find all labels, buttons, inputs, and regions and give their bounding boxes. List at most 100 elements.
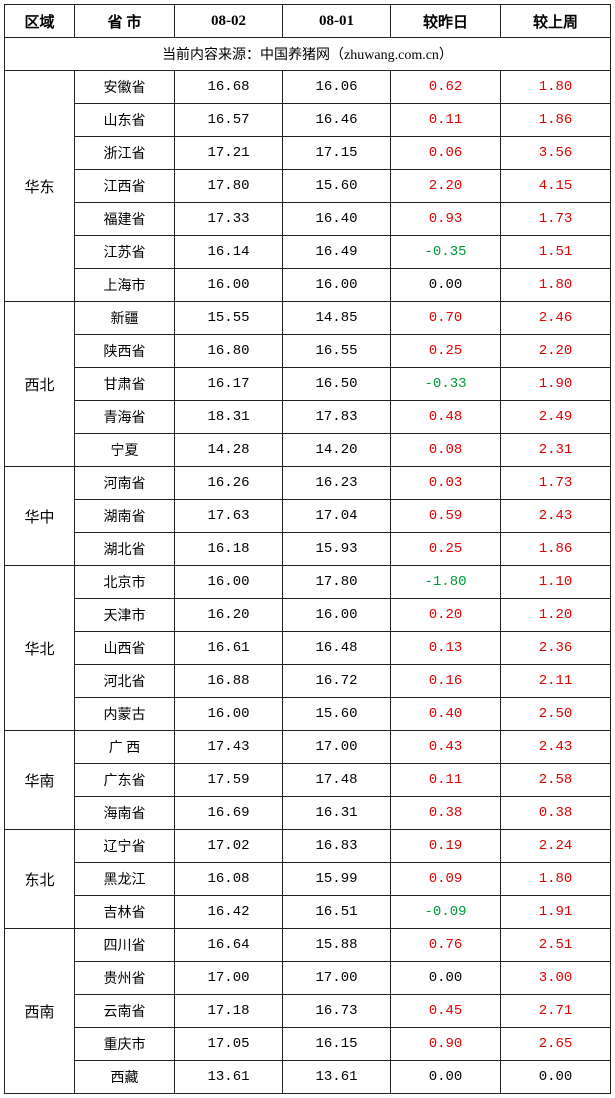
table-row: 山西省16.6116.480.132.36	[5, 632, 611, 665]
value-date1: 18.31	[175, 401, 283, 434]
diff-day-cell: 0.03	[391, 467, 501, 500]
table-row: 华东安徽省16.6816.060.621.80	[5, 71, 611, 104]
header-row: 区域 省 市 08-02 08-01 较昨日 较上周	[5, 5, 611, 38]
diff-day-cell: 0.45	[391, 995, 501, 1028]
province-cell: 宁夏	[75, 434, 175, 467]
table-row: 华中河南省16.2616.230.031.73	[5, 467, 611, 500]
value-date2: 15.88	[283, 929, 391, 962]
value-date1: 13.61	[175, 1061, 283, 1094]
diff-day-cell: 0.11	[391, 764, 501, 797]
table-row: 湖北省16.1815.930.251.86	[5, 533, 611, 566]
diff-day-cell: 0.19	[391, 830, 501, 863]
diff-day-cell: 0.20	[391, 599, 501, 632]
table-row: 甘肃省16.1716.50-0.331.90	[5, 368, 611, 401]
diff-week-cell: 2.36	[501, 632, 611, 665]
region-cell: 西南	[5, 929, 75, 1094]
value-date2: 17.15	[283, 137, 391, 170]
table-row: 福建省17.3316.400.931.73	[5, 203, 611, 236]
province-cell: 黑龙江	[75, 863, 175, 896]
table-row: 黑龙江16.0815.990.091.80	[5, 863, 611, 896]
header-region: 区域	[5, 5, 75, 38]
diff-week-cell: 1.80	[501, 863, 611, 896]
region-cell: 东北	[5, 830, 75, 929]
diff-day-cell: 0.76	[391, 929, 501, 962]
value-date2: 13.61	[283, 1061, 391, 1094]
value-date1: 17.43	[175, 731, 283, 764]
value-date2: 15.99	[283, 863, 391, 896]
province-cell: 河北省	[75, 665, 175, 698]
source-row: 当前内容来源：中国养猪网（zhuwang.com.cn）	[5, 38, 611, 71]
province-cell: 天津市	[75, 599, 175, 632]
province-cell: 海南省	[75, 797, 175, 830]
diff-day-cell: 0.48	[391, 401, 501, 434]
province-cell: 陕西省	[75, 335, 175, 368]
table-row: 内蒙古16.0015.600.402.50	[5, 698, 611, 731]
value-date1: 16.80	[175, 335, 283, 368]
province-cell: 重庆市	[75, 1028, 175, 1061]
diff-week-cell: 0.38	[501, 797, 611, 830]
province-cell: 贵州省	[75, 962, 175, 995]
value-date1: 16.26	[175, 467, 283, 500]
table-row: 湖南省17.6317.040.592.43	[5, 500, 611, 533]
value-date2: 17.80	[283, 566, 391, 599]
value-date2: 16.06	[283, 71, 391, 104]
province-cell: 四川省	[75, 929, 175, 962]
diff-week-cell: 2.46	[501, 302, 611, 335]
diff-week-cell: 1.86	[501, 533, 611, 566]
province-cell: 江西省	[75, 170, 175, 203]
diff-week-cell: 3.56	[501, 137, 611, 170]
diff-day-cell: 0.06	[391, 137, 501, 170]
diff-day-cell: -0.09	[391, 896, 501, 929]
diff-week-cell: 2.49	[501, 401, 611, 434]
diff-day-cell: 0.25	[391, 533, 501, 566]
value-date2: 16.00	[283, 269, 391, 302]
value-date1: 16.88	[175, 665, 283, 698]
province-cell: 浙江省	[75, 137, 175, 170]
diff-week-cell: 1.80	[501, 269, 611, 302]
value-date1: 17.63	[175, 500, 283, 533]
table-row: 陕西省16.8016.550.252.20	[5, 335, 611, 368]
table-body: 华东安徽省16.6816.060.621.80山东省16.5716.460.11…	[5, 71, 611, 1094]
value-date1: 16.00	[175, 698, 283, 731]
value-date1: 17.05	[175, 1028, 283, 1061]
diff-day-cell: 0.09	[391, 863, 501, 896]
diff-week-cell: 1.73	[501, 467, 611, 500]
diff-day-cell: 0.08	[391, 434, 501, 467]
diff-day-cell: 0.90	[391, 1028, 501, 1061]
value-date2: 17.00	[283, 962, 391, 995]
table-row: 山东省16.5716.460.111.86	[5, 104, 611, 137]
diff-day-cell: 2.20	[391, 170, 501, 203]
value-date1: 17.33	[175, 203, 283, 236]
value-date2: 16.51	[283, 896, 391, 929]
province-cell: 山东省	[75, 104, 175, 137]
diff-week-cell: 2.71	[501, 995, 611, 1028]
province-cell: 广东省	[75, 764, 175, 797]
diff-day-cell: 0.00	[391, 1061, 501, 1094]
value-date1: 16.20	[175, 599, 283, 632]
table-row: 西藏13.6113.610.000.00	[5, 1061, 611, 1094]
diff-week-cell: 2.20	[501, 335, 611, 368]
province-cell: 新疆	[75, 302, 175, 335]
value-date1: 17.18	[175, 995, 283, 1028]
header-diff-week: 较上周	[501, 5, 611, 38]
value-date1: 16.64	[175, 929, 283, 962]
value-date1: 17.21	[175, 137, 283, 170]
value-date2: 15.60	[283, 698, 391, 731]
province-cell: 吉林省	[75, 896, 175, 929]
region-cell: 华南	[5, 731, 75, 830]
diff-day-cell: 0.70	[391, 302, 501, 335]
table-row: 上海市16.0016.000.001.80	[5, 269, 611, 302]
value-date2: 16.46	[283, 104, 391, 137]
region-cell: 华中	[5, 467, 75, 566]
table-row: 贵州省17.0017.000.003.00	[5, 962, 611, 995]
value-date2: 16.40	[283, 203, 391, 236]
province-cell: 云南省	[75, 995, 175, 1028]
header-province: 省 市	[75, 5, 175, 38]
diff-week-cell: 4.15	[501, 170, 611, 203]
value-date2: 16.00	[283, 599, 391, 632]
header-date1: 08-02	[175, 5, 283, 38]
region-cell: 华北	[5, 566, 75, 731]
value-date1: 16.17	[175, 368, 283, 401]
source-text: 当前内容来源：中国养猪网（zhuwang.com.cn）	[5, 38, 611, 71]
diff-week-cell: 1.51	[501, 236, 611, 269]
